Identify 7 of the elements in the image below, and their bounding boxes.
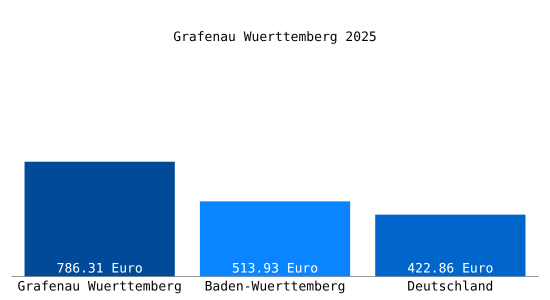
data-label: 422.86 Euro [407, 261, 494, 276]
x-tick-label: Baden-Wuerttemberg [204, 280, 346, 295]
x-tick-label: Deutschland [407, 280, 494, 295]
x-tick-label: Grafenau Wuerttemberg [17, 280, 182, 295]
data-label: 513.93 Euro [232, 261, 318, 276]
data-label: 786.31 Euro [56, 261, 143, 276]
chart-title: Grafenau Wuerttemberg 2025 [173, 30, 377, 46]
